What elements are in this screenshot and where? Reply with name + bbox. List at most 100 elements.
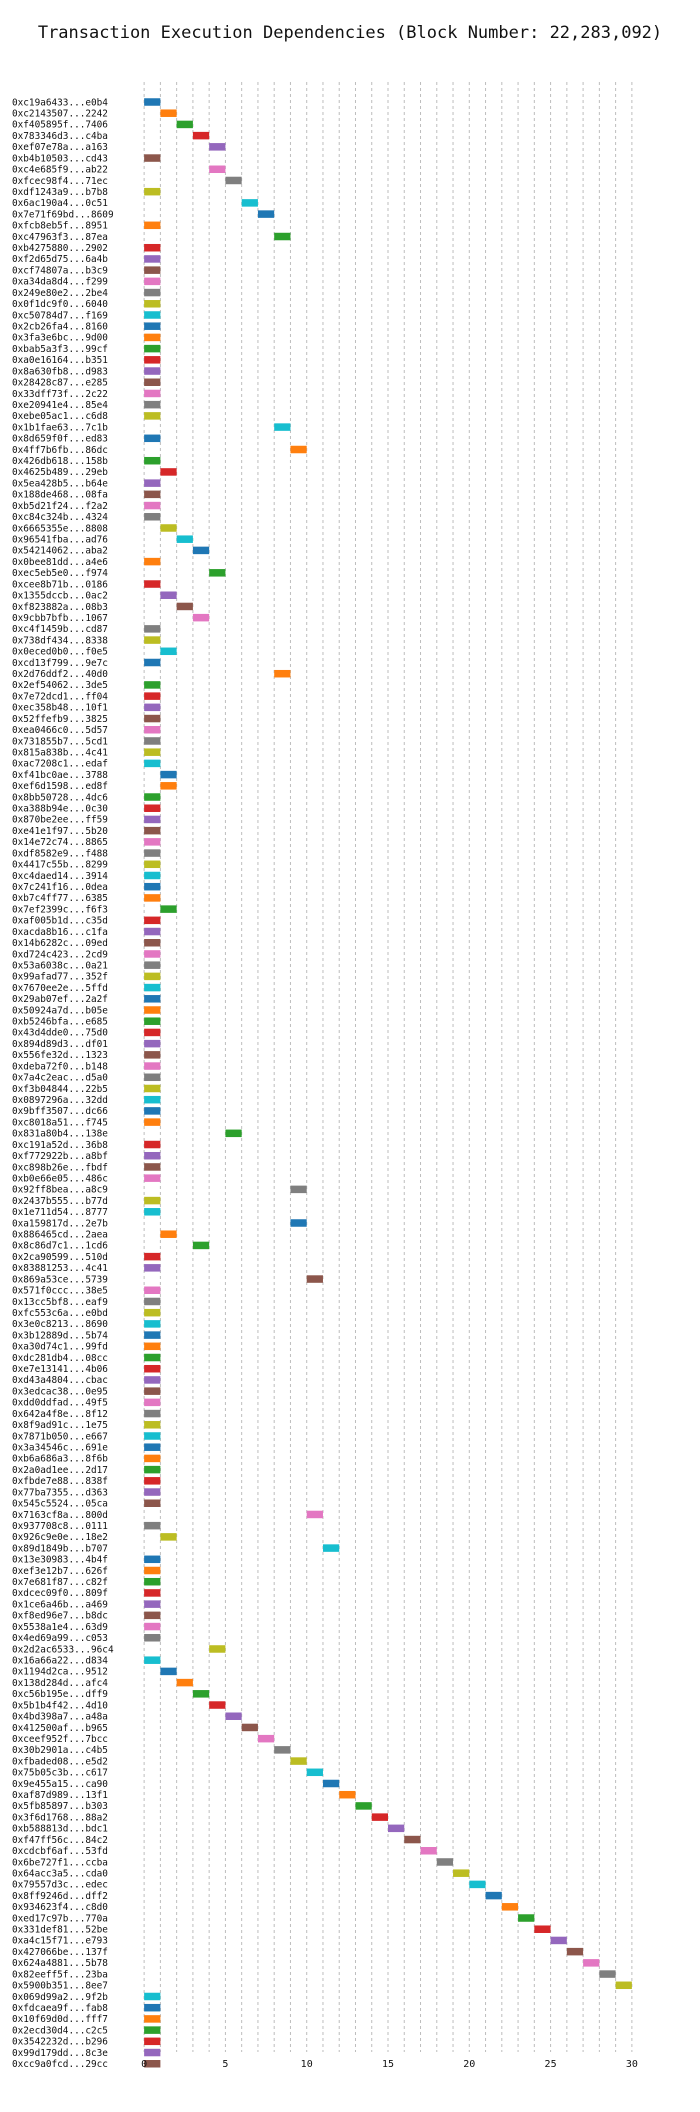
tx-label: 0xfcec98f4...71ec [12,176,108,187]
tx-label: 0x069d99a2...9f2b [12,1992,108,2003]
x-tick-label: 5 [222,2059,228,2070]
tx-label: 0x7163cf8a...800d [12,1510,108,1521]
tx-label: 0x783346d3...c4ba [12,131,108,142]
tx-bar [404,1835,421,1844]
tx-label: 0x869a53ce...5739 [12,1274,108,1285]
tx-bar [144,344,161,353]
tx-bar [144,580,161,588]
tx-bar [144,692,161,700]
tx-bar [144,1376,161,1384]
tx-label: 0x6be727f1...ccba [12,1857,108,1868]
tx-label: 0x831a80b4...138e [12,1129,108,1140]
tx-bar [176,602,193,611]
tx-bar [144,1622,161,1631]
tx-label: 0x3b12889d...5b74 [12,1330,108,1341]
tx-label: 0xdeba72f0...b148 [12,1061,108,1072]
tx-bar [192,613,210,622]
tx-label: 0xea0466c0...5d57 [12,725,108,736]
tx-bar [144,1062,161,1070]
tx-label: 0x5b1b4f42...4d10 [12,1700,108,1711]
x-tick-label: 0 [141,2059,147,2070]
tx-bar [144,1028,161,1037]
tx-label: 0x9bff3507...dc66 [12,1106,108,1117]
tx-label: 0x624a4881...5b78 [12,1958,108,1969]
tx-label: 0x8d659f0f...ed83 [12,434,108,445]
tx-label: 0x1b1fae63...7c1b [12,422,108,433]
tx-bar [144,434,161,443]
tx-label: 0x79557d3c...edec [12,1880,108,1891]
tx-label: 0x2cb26fa4...8160 [12,322,108,333]
tx-label: 0x4ed69a99...c053 [12,1633,108,1644]
tx-bar [322,1779,340,1788]
tx-label: 0xa4c15f71...e793 [12,1936,108,1947]
tx-bar [144,1409,161,1418]
tx-bar [144,311,161,319]
tx-label: 0x2d2ac6533...96c4 [12,1644,114,1655]
tx-bar [144,1589,161,1597]
tx-bar [209,143,226,151]
tx-bar [144,1566,161,1575]
tx-bar [144,1387,161,1395]
tx-bar [144,939,161,947]
tx-bar [209,1701,226,1709]
tx-bar [144,748,161,756]
tx-bar [144,838,161,846]
tx-bar [501,1903,519,1911]
tx-label: 0x731855b7...5cd1 [12,736,108,747]
tx-bar [144,1308,161,1317]
tx-bar [355,1802,372,1810]
tx-label: 0x937708c8...0111 [12,1521,108,1532]
tx-bar [144,927,161,936]
tx-label: 0x14e72c74...8865 [12,837,108,848]
tx-bar [176,120,193,129]
tx-bar [144,389,161,398]
tx-bar [160,782,177,790]
tx-bar [144,1454,161,1463]
tx-label: 0xc56b195e...dff9 [12,1689,108,1700]
tx-bar [144,849,161,857]
tx-bar [144,266,161,274]
tx-label: 0x894d89d3...df01 [12,1039,108,1050]
tx-label: 0x5538a1e4...63d9 [12,1622,108,1633]
tx-label: 0x83881253...4c41 [12,1263,108,1274]
y-axis-labels: 0xc19a6433...e0b40xc2143507...22420xf405… [12,97,114,2070]
tx-bar [144,2060,161,2068]
tx-label: 0x0897296a...32dd [12,1095,108,1106]
tx-label: 0x89d1849b...b707 [12,1543,108,1554]
tx-label: 0x3542232d...b296 [12,2037,108,2048]
tx-label: 0x556fe32d...1323 [12,1050,108,1061]
tx-label: 0xdcec09f0...809f [12,1588,108,1599]
tx-bar [144,1174,161,1182]
tx-label: 0x4ff7b6fb...86dc [12,445,108,456]
tx-bar [160,1533,177,1541]
tx-label: 0xef6d1598...ed8f [12,781,108,792]
tx-bar [144,288,161,297]
tx-label: 0xa0e16164...b351 [12,355,108,366]
tx-label: 0x30b2901a...c4b5 [12,1745,108,1756]
tx-label: 0x426db618...158b [12,456,108,467]
tx-bar [290,1219,307,1227]
tx-label: 0xa159817d...2e7b [12,1218,108,1229]
tx-label: 0xfbaded08...e5d2 [12,1756,108,1767]
tx-bar [144,1555,161,1564]
tx-bar [160,770,177,779]
tx-bar [144,2037,161,2046]
tx-label: 0xcee8b71b...0186 [12,579,108,590]
tx-bar [339,1790,356,1799]
tx-label: 0xd724c423...2cd9 [12,949,108,960]
tx-bar [160,1667,177,1676]
tx-bar [144,714,161,723]
tx-bar [144,557,161,566]
tx-label: 0xaf005b1d...c35d [12,916,108,927]
tx-bar [160,1230,177,1238]
tx-label: 0x2ecd30d4...c2c5 [12,2025,108,2036]
tx-label: 0x926c9e0e...18e2 [12,1532,108,1543]
x-tick-label: 20 [463,2059,475,2070]
tx-label: 0x412500af...b965 [12,1723,108,1734]
tx-label: 0x43d4dde0...75d0 [12,1028,108,1039]
tx-label: 0x28428c87...e285 [12,378,108,389]
tx-label: 0xb5d21f24...f2a2 [12,501,108,512]
tx-bar [144,221,161,230]
tx-label: 0xc50784d7...f169 [12,310,108,321]
tx-label: 0x4417c55b...8299 [12,860,108,871]
